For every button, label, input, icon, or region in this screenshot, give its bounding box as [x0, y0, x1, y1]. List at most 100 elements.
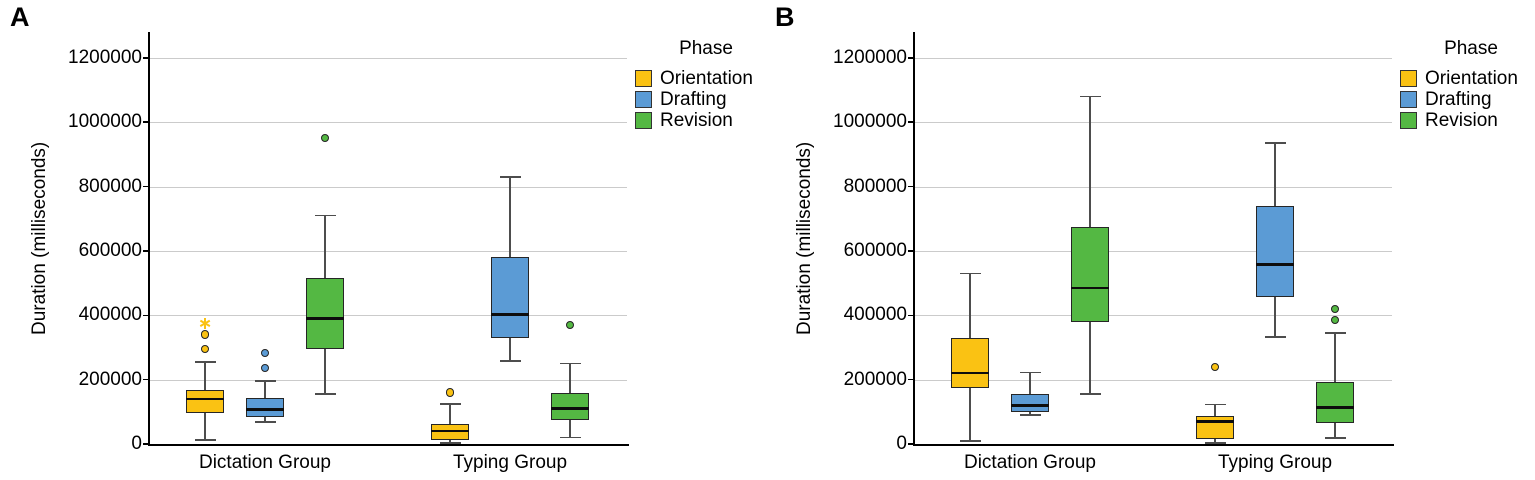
- whisker-lower-typing-drafting: [1274, 296, 1276, 337]
- outlier-point-dictation-orientation: [200, 330, 210, 339]
- orientation-swatch-icon: [635, 70, 652, 87]
- box-dictation-drafting: [246, 398, 284, 417]
- whisker-cap-high-typing-drafting: [499, 176, 521, 178]
- whisker-cap-low-dictation-revision: [314, 393, 336, 395]
- y-axis-line: [913, 32, 915, 445]
- y-tick-label: 800000: [843, 175, 907, 197]
- whisker-cap-low-typing-drafting: [499, 360, 521, 363]
- legend-item-drafting: Drafting: [1398, 89, 1535, 110]
- revision-swatch-icon: [635, 112, 652, 129]
- gridline: [915, 379, 1392, 381]
- legend-title: Phase: [679, 38, 733, 59]
- y-tick-mark: [143, 57, 150, 59]
- median-dictation-revision: [306, 317, 344, 320]
- whisker-cap-high-typing-orientation: [1204, 403, 1226, 406]
- whisker-upper-typing-orientation: [449, 404, 451, 424]
- whisker-upper-dictation-revision: [1089, 96, 1091, 227]
- whisker-lower-dictation-drafting: [1029, 411, 1031, 416]
- panel-b: B Duration (milliseconds) 0 200000 400000 6…: [765, 0, 1535, 480]
- outlier-point-dictation-drafting: [260, 363, 270, 373]
- whisker-lower-typing-drafting: [509, 337, 511, 362]
- median-typing-drafting: [1256, 263, 1294, 266]
- whisker-cap-low-dictation-orientation: [194, 439, 216, 441]
- gridline: [150, 186, 627, 188]
- x-category-label-typing-group: Typing Group: [452, 452, 568, 473]
- whisker-upper-dictation-drafting: [1029, 372, 1031, 395]
- whisker-upper-typing-drafting: [509, 176, 511, 258]
- whisker-lower-typing-orientation: [1214, 439, 1216, 443]
- y-tick-label: 0: [131, 433, 142, 454]
- legend-item-label: Revision: [660, 109, 733, 131]
- whisker-cap-low-typing-orientation: [439, 441, 461, 444]
- whisker-upper-typing-revision: [1334, 332, 1336, 383]
- legend-item-label: Revision: [1425, 109, 1498, 131]
- y-tick-label: 1200000: [68, 46, 142, 68]
- whisker-lower-typing-revision: [569, 420, 571, 438]
- whisker-lower-dictation-drafting: [264, 416, 266, 423]
- x-axis-line: [913, 443, 1394, 446]
- y-axis-line: [148, 32, 150, 445]
- gridline: [915, 315, 1392, 317]
- extreme-outlier-star-dictation-orientation: [199, 317, 211, 329]
- y-tick-label: 600000: [78, 239, 142, 261]
- median-dictation-revision: [1071, 286, 1109, 290]
- legend-item-label: Drafting: [660, 88, 727, 110]
- gridline: [915, 186, 1392, 188]
- y-tick-mark: [143, 121, 150, 123]
- x-category-label-typing-group: Typing Group: [1217, 452, 1333, 473]
- y-tick-mark: [908, 121, 915, 123]
- whisker-cap-high-typing-drafting: [1264, 142, 1286, 144]
- plot-area: 0 200000 400000 600000 800000 1000000 1200000: [833, 32, 1394, 454]
- whisker-cap-low-typing-orientation: [1204, 441, 1226, 444]
- box-dictation-revision: [1071, 226, 1109, 322]
- whisker-lower-typing-orientation: [449, 440, 451, 443]
- box-typing-drafting: [491, 257, 529, 338]
- gridline: [150, 122, 627, 124]
- outlier-point-typing-revision: [1330, 315, 1340, 325]
- gridline: [150, 57, 627, 59]
- x-category-label-dictation-group: Dictation Group: [198, 452, 331, 473]
- median-dictation-drafting: [1011, 404, 1049, 407]
- median-dictation-orientation: [186, 397, 224, 401]
- y-tick-label: 1000000: [833, 111, 907, 133]
- whisker-lower-dictation-orientation: [969, 387, 971, 441]
- whisker-cap-low-typing-revision: [559, 436, 581, 439]
- orientation-swatch-icon: [1400, 70, 1417, 87]
- whisker-upper-dictation-orientation: [204, 361, 206, 390]
- whisker-upper-dictation-revision: [324, 215, 326, 279]
- y-tick-label: 800000: [78, 175, 142, 197]
- y-tick-label: 0: [896, 433, 907, 454]
- panel-label: B: [775, 2, 796, 32]
- y-tick-mark: [143, 250, 150, 252]
- whisker-cap-low-dictation-drafting: [1019, 414, 1041, 416]
- whisker-upper-typing-revision: [569, 363, 571, 393]
- median-typing-revision: [551, 407, 589, 410]
- legend-item-label: Drafting: [1425, 88, 1492, 110]
- y-tick-mark: [143, 443, 150, 445]
- whisker-upper-dictation-drafting: [264, 381, 266, 399]
- outlier-point-typing-revision: [1330, 304, 1340, 314]
- drafting-swatch-icon: [1400, 91, 1417, 108]
- y-tick-mark: [143, 314, 150, 316]
- whisker-cap-high-typing-orientation: [439, 403, 461, 405]
- outlier-point-dictation-orientation: [200, 344, 210, 354]
- y-tick-label: 400000: [843, 304, 907, 326]
- whisker-lower-dictation-revision: [324, 349, 326, 395]
- y-tick-mark: [143, 185, 150, 188]
- median-typing-orientation: [1196, 420, 1234, 423]
- whisker-upper-dictation-orientation: [969, 273, 971, 338]
- legend: Phase Orientation Drafting Revision: [1398, 38, 1535, 131]
- legend: Phase Orientation Drafting Revision: [633, 38, 779, 131]
- outlier-point-dictation-drafting: [260, 348, 270, 358]
- gridline: [915, 57, 1392, 59]
- box-dictation-drafting: [1011, 394, 1049, 412]
- outlier-point-typing-orientation: [1210, 362, 1220, 371]
- median-typing-orientation: [431, 429, 469, 433]
- x-category-label-dictation-group: Dictation Group: [963, 452, 1096, 473]
- whisker-cap-low-dictation-drafting: [254, 421, 276, 423]
- revision-swatch-icon: [1400, 112, 1417, 129]
- whisker-cap-high-dictation-orientation: [194, 361, 216, 363]
- median-typing-drafting: [491, 313, 529, 316]
- box-dictation-orientation: [951, 337, 989, 388]
- legend-title: Phase: [1444, 38, 1498, 59]
